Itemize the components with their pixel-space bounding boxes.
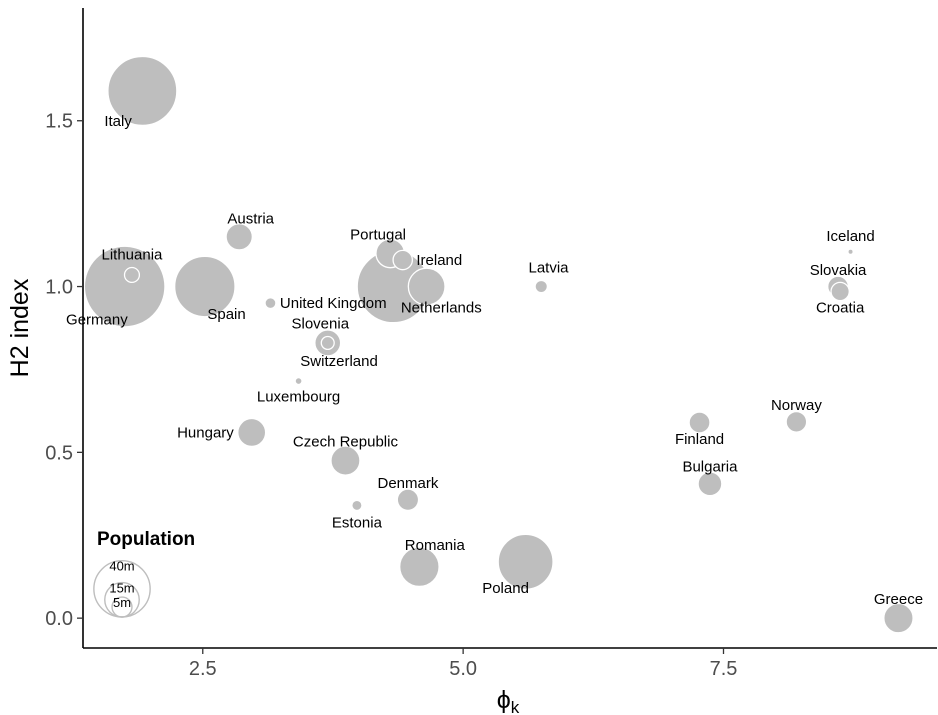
point-label-united-kingdom: United Kingdom	[280, 295, 387, 312]
point-label-austria: Austria	[227, 211, 274, 228]
y-tick-label: 1.0	[45, 277, 73, 299]
x-tick-label: 2.5	[189, 658, 217, 680]
legend-label: 5m	[113, 595, 131, 610]
point-romania	[399, 546, 440, 588]
point-germany	[83, 245, 166, 328]
point-austria	[225, 223, 253, 251]
point-label-czech-republic: Czech Republic	[293, 434, 399, 451]
point-slovenia	[320, 335, 335, 351]
point-united-kingdom	[264, 297, 277, 310]
legend-label: 15m	[109, 581, 134, 596]
point-netherlands	[407, 267, 446, 306]
point-finland	[688, 411, 711, 434]
y-tick-label: 0.0	[45, 608, 73, 630]
point-estonia	[351, 499, 363, 512]
point-denmark	[396, 488, 420, 512]
point-label-switzerland: Switzerland	[300, 353, 378, 370]
point-label-greece: Greece	[874, 591, 923, 608]
point-ireland	[392, 249, 414, 271]
point-label-latvia: Latvia	[529, 259, 570, 276]
y-tick-label: 0.5	[45, 442, 73, 464]
y-tick-label: 1.5	[45, 111, 73, 133]
point-croatia	[830, 281, 850, 302]
point-label-ireland: Ireland	[416, 252, 462, 269]
point-label-bulgaria: Bulgaria	[682, 458, 738, 475]
point-spain	[174, 255, 236, 318]
ticks-layer: 2.5 5.0 7.5 0.0 0.5 1.0 1.5	[45, 111, 737, 680]
point-italy	[107, 55, 178, 127]
point-lithuania	[123, 266, 141, 284]
point-norway	[785, 410, 808, 433]
x-axis-title: ϕk	[497, 686, 520, 715]
point-bulgaria	[697, 471, 723, 497]
point-label-luxembourg: Luxembourg	[257, 389, 340, 406]
point-label-netherlands: Netherlands	[401, 300, 482, 317]
point-label-portugal: Portugal	[350, 227, 406, 244]
point-label-denmark: Denmark	[378, 475, 439, 492]
point-label-iceland: Iceland	[826, 228, 874, 245]
point-latvia	[534, 279, 549, 294]
point-labels-layer: Italy Germany Lithuania Spain Austria United …	[66, 113, 923, 608]
point-iceland	[847, 248, 854, 256]
point-label-hungary: Hungary	[177, 424, 234, 441]
point-luxembourg	[294, 376, 303, 386]
point-label-poland: Poland	[482, 580, 529, 597]
point-label-germany: Germany	[66, 312, 128, 329]
y-axis-title: H2 index	[6, 278, 34, 377]
point-hungary	[237, 417, 267, 448]
point-czech-republic	[330, 445, 361, 476]
axes-layer	[82, 8, 937, 649]
point-label-norway: Norway	[771, 397, 822, 414]
legend-label: 40m	[109, 559, 134, 574]
point-label-spain: Spain	[207, 306, 245, 323]
point-label-italy: Italy	[104, 113, 132, 130]
point-label-croatia: Croatia	[816, 300, 865, 317]
legend-title: Population	[97, 529, 195, 550]
x-tick-label: 5.0	[449, 658, 477, 680]
point-label-estonia: Estonia	[332, 514, 383, 531]
point-poland	[497, 533, 554, 590]
point-label-lithuania: Lithuania	[102, 246, 164, 263]
points-layer	[83, 55, 914, 634]
point-greece	[883, 602, 914, 634]
x-tick-label: 7.5	[710, 658, 738, 680]
point-label-slovakia: Slovakia	[810, 262, 867, 279]
point-label-finland: Finland	[675, 431, 724, 448]
point-label-romania: Romania	[405, 537, 466, 554]
legend-circle	[111, 596, 133, 618]
point-label-slovenia: Slovenia	[292, 315, 350, 332]
